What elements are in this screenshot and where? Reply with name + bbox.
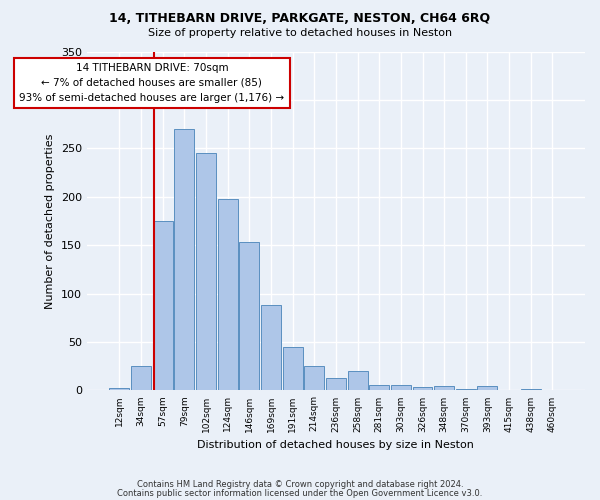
Bar [434, 386, 454, 390]
Bar [153, 221, 173, 390]
Bar [347, 371, 368, 390]
Bar [196, 153, 216, 390]
Bar [261, 305, 281, 390]
Text: 14, TITHEBARN DRIVE, PARKGATE, NESTON, CH64 6RQ: 14, TITHEBARN DRIVE, PARKGATE, NESTON, C… [109, 12, 491, 26]
Bar [413, 386, 433, 390]
Y-axis label: Number of detached properties: Number of detached properties [45, 134, 55, 308]
Bar [391, 384, 411, 390]
Bar [369, 384, 389, 390]
Bar [478, 386, 497, 390]
Bar [283, 347, 302, 391]
Text: Contains public sector information licensed under the Open Government Licence v3: Contains public sector information licen… [118, 489, 482, 498]
Bar [131, 366, 151, 390]
Bar [326, 378, 346, 390]
Bar [218, 198, 238, 390]
Text: Size of property relative to detached houses in Neston: Size of property relative to detached ho… [148, 28, 452, 38]
Bar [175, 129, 194, 390]
Bar [304, 366, 324, 390]
Text: 14 TITHEBARN DRIVE: 70sqm
← 7% of detached houses are smaller (85)
93% of semi-d: 14 TITHEBARN DRIVE: 70sqm ← 7% of detach… [19, 63, 284, 102]
X-axis label: Distribution of detached houses by size in Neston: Distribution of detached houses by size … [197, 440, 475, 450]
Bar [109, 388, 130, 390]
Bar [239, 242, 259, 390]
Text: Contains HM Land Registry data © Crown copyright and database right 2024.: Contains HM Land Registry data © Crown c… [137, 480, 463, 489]
